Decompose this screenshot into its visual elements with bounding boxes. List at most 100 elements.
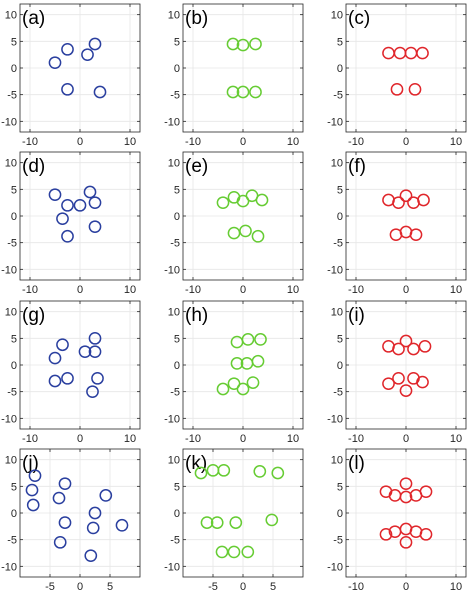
y-tick-label: -10 [1, 116, 17, 128]
panel-d: 10 5 0 -5 -10 -10 0 10 (d) [1, 151, 141, 296]
panel-label: (e) [185, 156, 208, 177]
x-tick-label: 0 [77, 136, 83, 148]
x-tick-label: -5 [45, 581, 55, 593]
data-point [399, 189, 413, 203]
data-point [379, 527, 393, 541]
x-tick-label: -10 [22, 284, 38, 296]
y-tick-label: -10 [164, 561, 180, 573]
panel-c: 10 5 0 -5 -10 -10 0 10 (c) [327, 3, 467, 148]
x-tick-label: -10 [348, 284, 364, 296]
panel-g: 10 5 0 -5 -10 -10 0 10 (g) [1, 300, 141, 445]
panel-label: (d) [22, 156, 45, 177]
data-point [399, 490, 413, 504]
data-point [210, 516, 224, 529]
data-point [246, 376, 260, 389]
data-point [78, 345, 92, 359]
panel-f: 10 5 0 -5 -10 -10 0 10 (f) [327, 151, 467, 296]
y-tick-label: 10 [5, 158, 17, 170]
y-tick-label: 0 [11, 63, 17, 75]
data-point [26, 498, 40, 512]
y-tick-label: -5 [333, 90, 343, 102]
y-tick-label: -5 [7, 90, 17, 102]
data-point [48, 351, 62, 365]
data-point [81, 48, 94, 62]
data-point [399, 384, 413, 397]
data-point [392, 371, 405, 385]
y-tick-label: -10 [327, 413, 343, 425]
y-tick-label: 5 [337, 36, 343, 48]
data-point [255, 193, 269, 207]
y-tick-label: -10 [164, 413, 180, 425]
data-point [409, 228, 423, 242]
panel-l: 10 5 0 -5 -10 -10 0 10 (l) [327, 448, 467, 593]
data-point [265, 513, 279, 527]
data-point [226, 85, 240, 99]
data-point [399, 477, 413, 491]
x-tick-label: 10 [124, 433, 136, 445]
y-tick-label: 0 [174, 63, 180, 75]
panel-label: (a) [22, 8, 45, 29]
data-point [419, 527, 433, 541]
y-tick-label: 0 [174, 508, 180, 520]
y-tick-label: -5 [7, 387, 17, 399]
y-tick-label: 5 [174, 184, 180, 196]
y-tick-label: 10 [5, 455, 17, 467]
data-point [48, 188, 62, 202]
data-point [407, 342, 420, 356]
y-tick-label: 10 [331, 158, 343, 170]
y-tick-label: 10 [168, 455, 180, 467]
y-tick-label: 0 [11, 508, 17, 520]
data-point [236, 85, 250, 99]
panel-label: (l) [348, 453, 365, 474]
x-tick-label: 5 [270, 581, 276, 593]
y-tick-label: 10 [331, 307, 343, 319]
data-point [58, 516, 72, 529]
y-tick-label: 5 [337, 333, 343, 345]
data-point [239, 224, 252, 238]
panel-label: (g) [22, 305, 45, 326]
data-point [216, 196, 230, 210]
data-point [230, 357, 244, 370]
x-tick-label: 10 [124, 284, 136, 296]
x-tick-label: 0 [403, 433, 409, 445]
data-point [88, 331, 102, 345]
data-point [216, 382, 230, 396]
panel-i: 10 5 0 -5 -10 -10 0 10 (i) [327, 300, 467, 445]
data-point [217, 463, 231, 477]
y-tick-label: -5 [7, 535, 17, 547]
y-tick-label: 10 [331, 10, 343, 22]
panel-label: (f) [348, 156, 366, 177]
data-point [392, 196, 405, 210]
y-tick-label: 0 [337, 360, 343, 372]
data-point [61, 82, 74, 96]
y-tick-label: -10 [164, 264, 180, 276]
x-tick-label: -10 [185, 433, 201, 445]
panel-label: (c) [348, 8, 370, 29]
x-tick-label: 0 [240, 581, 246, 593]
y-tick-label: 5 [11, 184, 17, 196]
data-point [229, 516, 243, 529]
x-tick-label: 0 [240, 284, 246, 296]
data-point [83, 185, 97, 199]
data-point [56, 338, 69, 352]
data-point [61, 229, 74, 243]
data-point [56, 212, 69, 226]
x-tick-label: -10 [22, 136, 38, 148]
y-tick-label: -10 [1, 264, 17, 276]
x-tick-label: 0 [77, 433, 83, 445]
data-point [215, 545, 229, 559]
data-point [61, 198, 74, 212]
data-point [227, 545, 241, 559]
x-tick-label: -10 [348, 136, 364, 148]
data-point [241, 545, 255, 559]
x-tick-label: 0 [240, 136, 246, 148]
data-point [84, 549, 98, 563]
x-tick-label: -10 [348, 433, 364, 445]
data-point [53, 535, 67, 549]
data-point [418, 339, 432, 353]
x-tick-label: 10 [287, 433, 299, 445]
data-point [88, 220, 102, 234]
x-tick-label: 10 [450, 136, 462, 148]
data-point [48, 374, 62, 388]
data-point [226, 37, 240, 51]
